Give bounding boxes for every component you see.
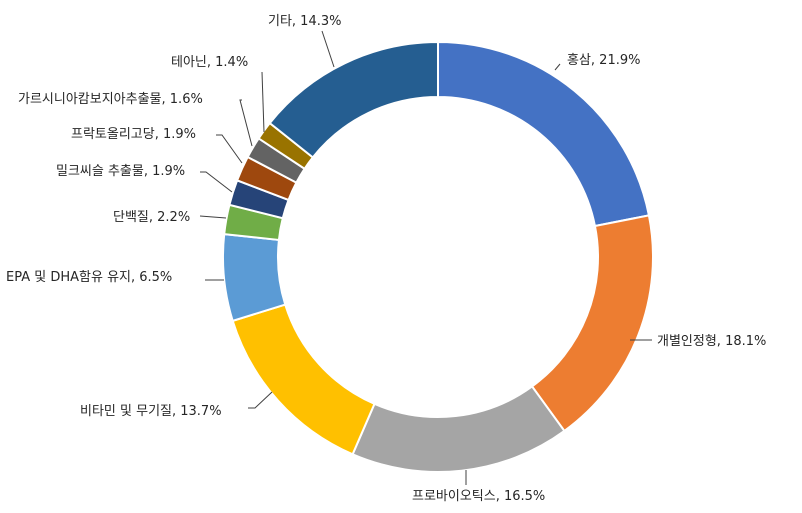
slice-0 [437,40,651,228]
leader-line-10 [321,30,335,68]
data-label-10: 기타, 14.3% [268,14,341,29]
data-labels: 홍삼, 21.9% 개별인정형, 18.1% 프로바이오틱스, 16.5% 비타민 및… [6,14,766,504]
data-label-3: 비타민 및 무기질, 13.7% [80,404,222,419]
slice-1 [530,214,654,433]
leader-lines [199,30,652,485]
leader-line-9 [261,71,265,133]
slice-3 [231,303,376,456]
data-label-2: 프로바이오틱스, 16.5% [412,489,545,504]
slice-4 [222,232,287,323]
slice-2 [351,385,566,473]
data-label-5: 단백질, 2.2% [113,210,190,225]
data-label-7: 프락토올리고당, 1.9% [71,127,196,142]
leader-line-8 [239,99,253,147]
data-label-9: 테아닌, 1.4% [171,55,248,70]
leader-line-3 [248,391,273,409]
leader-line-5 [199,215,227,219]
leader-line-6 [200,171,233,193]
slice-10 [268,40,439,159]
data-label-6: 밀크씨슬 추출물, 1.9% [56,164,185,179]
data-label-1: 개별인정형, 18.1% [657,334,766,349]
data-label-8: 가르시니아캄보지아추출물, 1.6% [18,92,203,107]
leader-line-0 [554,63,561,71]
leader-line-7 [216,134,243,164]
data-label-0: 홍삼, 21.9% [567,53,640,68]
donut-slices [222,40,654,473]
data-label-4: EPA 및 DHA함유 유지, 6.5% [6,270,172,285]
